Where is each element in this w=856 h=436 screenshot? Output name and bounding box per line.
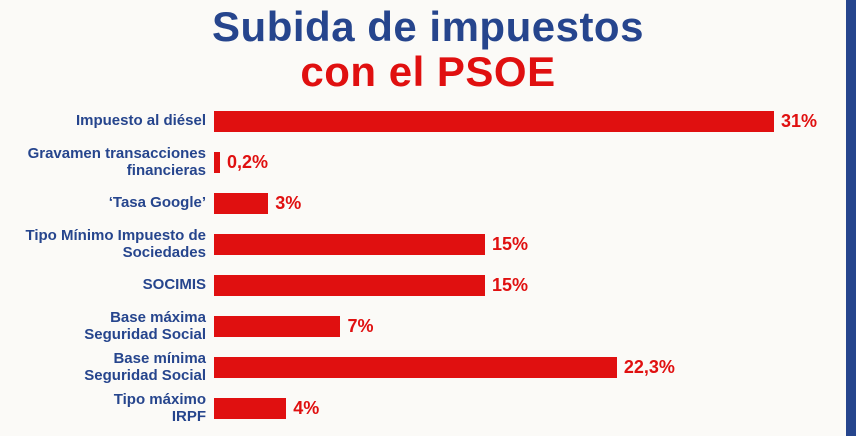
value-label: 22,3% — [623, 356, 675, 377]
bar — [214, 397, 287, 419]
bar-area: 4% — [214, 397, 842, 419]
chart-row: Base máxima Seguridad Social 7% — [0, 306, 842, 347]
value-label: 0,2% — [227, 151, 269, 172]
chart-row: ‘Tasa Google’ 3% — [0, 183, 842, 224]
chart-title-line1: Subida de impuestos — [212, 3, 644, 50]
chart-title-line2: con el PSOE — [300, 48, 556, 96]
value-label: 15% — [491, 274, 528, 295]
category-label: Tipo Mínimo Impuesto de Sociedades — [25, 226, 206, 262]
bar-chart: Impuesto al diésel 31% Gravamen transaccio… — [0, 101, 856, 429]
chart-row: Gravamen transacciones financieras 0,2% — [0, 142, 842, 183]
category-label: Gravamen transacciones financieras — [27, 144, 206, 180]
bar-area: 0,2% — [214, 151, 842, 173]
bar-area: 7% — [214, 315, 842, 337]
bar — [214, 274, 485, 296]
category-label: Base mínima Seguridad Social — [84, 349, 206, 385]
bar — [214, 315, 341, 337]
bar-area: 22,3% — [214, 356, 842, 378]
value-label: 7% — [347, 315, 374, 336]
category-label: Tipo máximo IRPF — [113, 390, 206, 426]
chart-row: Tipo máximo IRPF 4% — [0, 388, 842, 429]
chart-row: Impuesto al diésel 31% — [0, 101, 842, 142]
bar-area: 15% — [214, 233, 842, 255]
value-label: 31% — [781, 110, 818, 131]
value-label: 15% — [491, 233, 528, 254]
bar — [214, 192, 269, 214]
bar — [214, 233, 485, 255]
right-edge-stripe — [846, 0, 856, 436]
bar-area: 15% — [214, 274, 842, 296]
chart-row: Base mínima Seguridad Social 22,3% — [0, 347, 842, 388]
bar — [214, 356, 617, 378]
bar — [214, 110, 774, 132]
category-label: ‘Tasa Google’ — [108, 194, 206, 212]
bar — [214, 151, 220, 173]
category-label: Base máxima Seguridad Social — [84, 308, 206, 344]
chart-row: SOCIMIS 15% — [0, 265, 842, 306]
chart-title: Subida de impuestos con el PSOE — [0, 0, 856, 95]
bar-area: 31% — [214, 110, 842, 132]
category-label: Impuesto al diésel — [75, 112, 206, 130]
bar-area: 3% — [214, 192, 842, 214]
chart-row: Tipo Mínimo Impuesto de Sociedades 15% — [0, 224, 842, 265]
value-label: 4% — [293, 397, 320, 418]
category-label: SOCIMIS — [142, 276, 206, 294]
value-label: 3% — [275, 192, 302, 213]
